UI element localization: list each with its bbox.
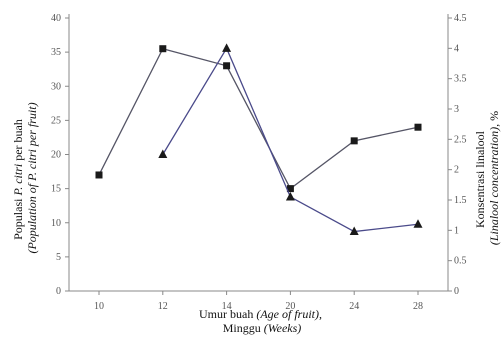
- x-tick-label: 24: [349, 301, 359, 312]
- series-2-point: [413, 219, 423, 228]
- y2-axis-title: Konsentrasi linalool (Linalool concentra…: [473, 111, 501, 245]
- x-tick-label: 28: [413, 301, 423, 312]
- series-2-point: [222, 43, 232, 52]
- x-axis-title: Umur buah (Age of fruit), Minggu (Weeks): [199, 307, 325, 335]
- y2-tick-label: 4: [454, 43, 459, 54]
- y-axis-title: Populasi P. citri per buah (Population o…: [11, 102, 39, 253]
- y-tick-label: 0: [56, 286, 61, 297]
- y2-tick-label: 1.5: [454, 195, 467, 206]
- x-tick-label: 10: [94, 301, 104, 312]
- y-tick-label: 30: [51, 81, 61, 92]
- series-group: [95, 43, 423, 236]
- y2-tick-label: 1: [454, 225, 459, 236]
- y2-tick-label: 3.5: [454, 74, 467, 85]
- series-1-point: [414, 123, 422, 131]
- series-2-point: [285, 191, 295, 201]
- y2-tick-label: 0: [454, 286, 459, 297]
- y2-tick-label: 3: [454, 104, 459, 115]
- y-tick-label: 20: [51, 150, 61, 161]
- axes: 0 5 10 15 20 25 30 35 40 0 0.5 1 1.5 2 2.5 3 3.5 4 4.5 10 12…: [51, 13, 467, 312]
- y-tick-label: 10: [51, 218, 61, 229]
- y2-tick-label: 4.5: [454, 13, 467, 24]
- series-1-point: [350, 137, 358, 145]
- series-1-point: [159, 45, 167, 53]
- series-2-point: [349, 226, 359, 236]
- series-2-point: [158, 149, 168, 158]
- series-1-point: [95, 171, 103, 179]
- y-tick-label: 5: [56, 252, 61, 263]
- x-tick-label: 20: [285, 301, 295, 312]
- y2-tick-label: 2.5: [454, 134, 467, 145]
- y-tick-label: 35: [51, 47, 61, 58]
- y2-tick-label: 0.5: [454, 256, 467, 267]
- series-1-line: [98, 47, 419, 190]
- x-tick-label: 12: [158, 301, 168, 312]
- y-tick-label: 25: [51, 115, 61, 126]
- x-tick-label: 14: [222, 301, 232, 312]
- y-tick-label: 15: [51, 184, 61, 195]
- series-2-line: [162, 46, 419, 233]
- series-1-point: [223, 62, 231, 70]
- y-tick-label: 40: [51, 13, 61, 24]
- y2-tick-label: 2: [454, 165, 459, 176]
- series-1-point: [286, 185, 294, 193]
